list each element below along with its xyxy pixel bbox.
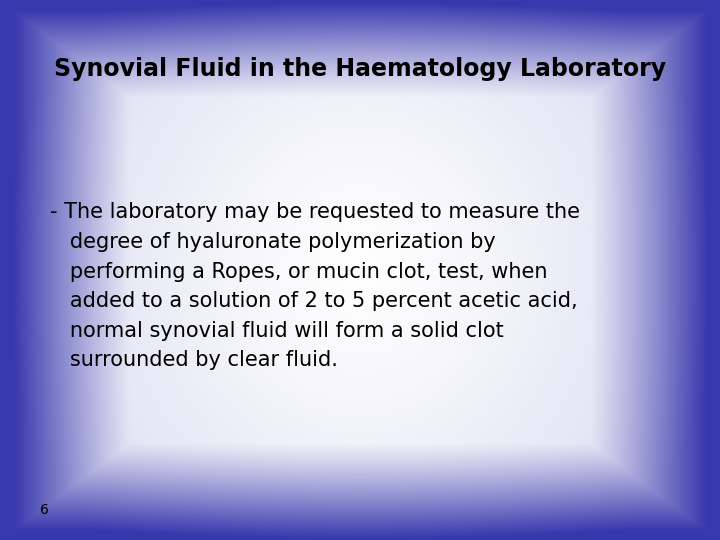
Text: 6: 6 — [40, 503, 48, 517]
Text: Synovial Fluid in the Haematology Laboratory: Synovial Fluid in the Haematology Labora… — [54, 57, 666, 80]
Text: - The laboratory may be requested to measure the
   degree of hyaluronate polyme: - The laboratory may be requested to mea… — [50, 202, 580, 370]
